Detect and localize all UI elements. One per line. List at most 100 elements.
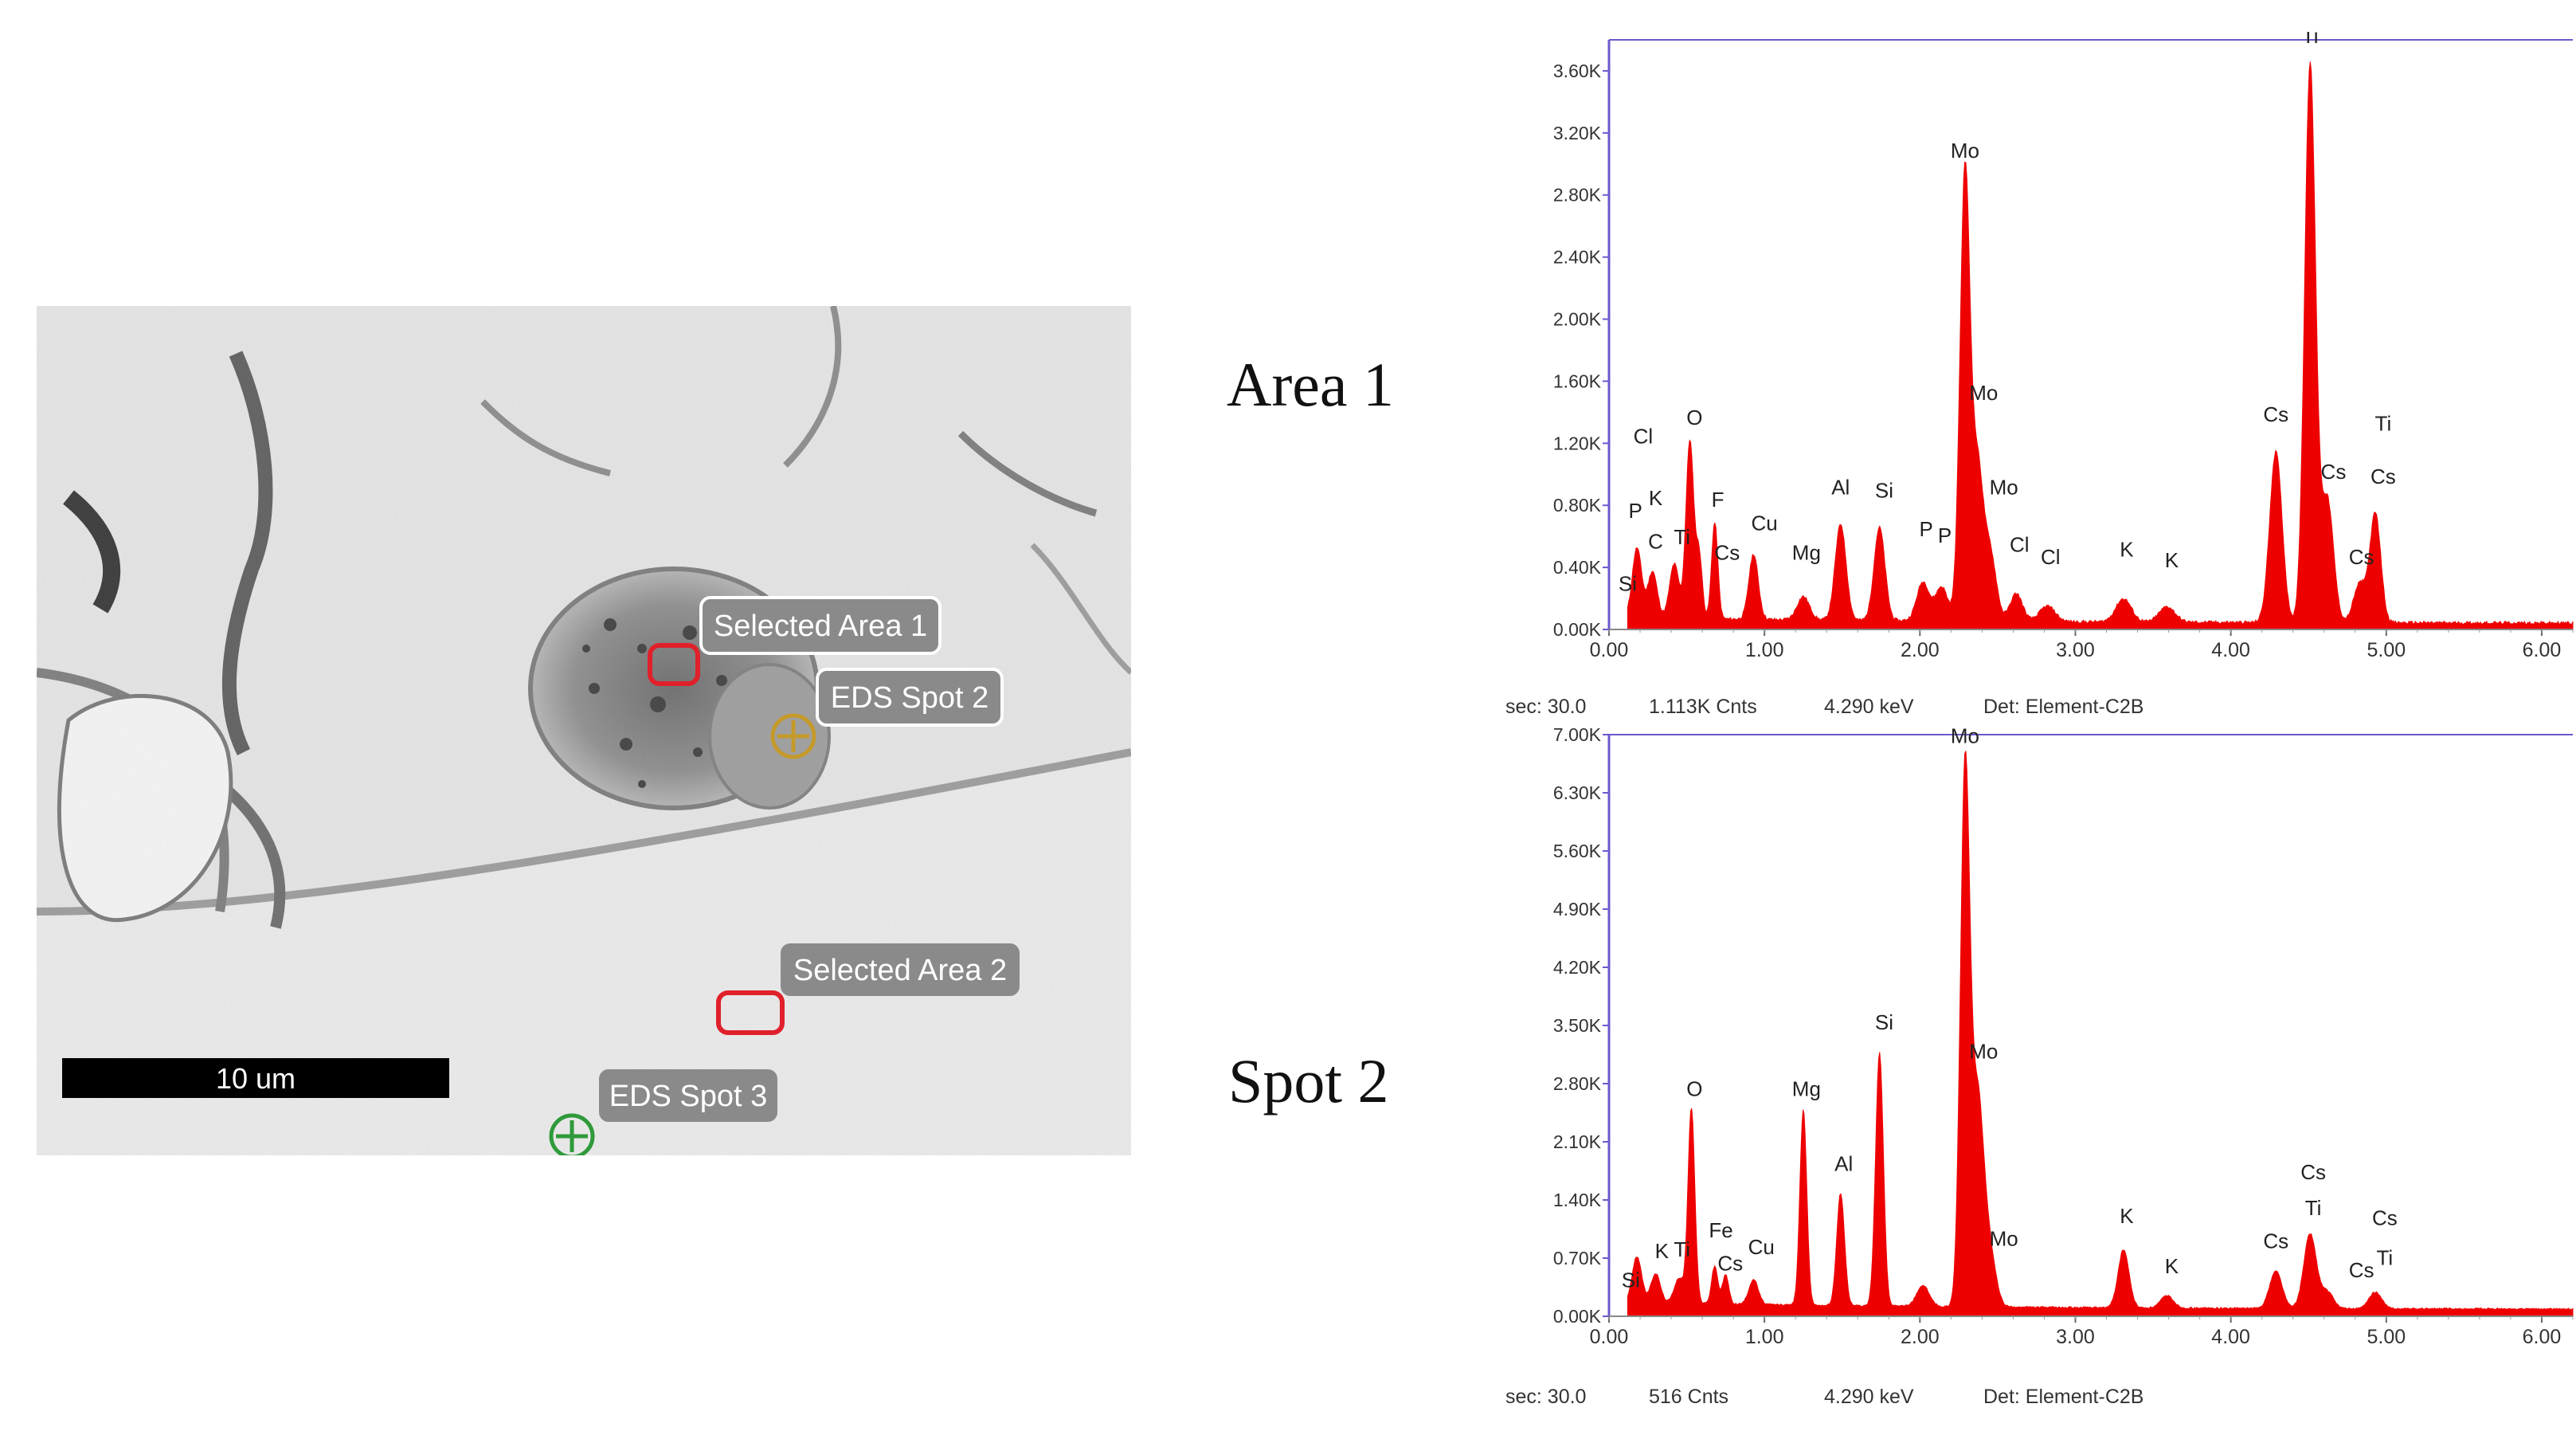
tag-eds-spot-2: EDS Spot 2 [816, 668, 1004, 727]
svg-text:Selected Area 2: Selected Area 2 [793, 954, 1007, 987]
selected-area-1-marker[interactable] [648, 643, 700, 686]
x-tick-label: 2.00 [1901, 639, 1940, 661]
tag-selected-area-2: Selected Area 2 [781, 943, 1020, 996]
peak-label: Cu [1748, 1235, 1775, 1259]
peak-label: Mg [1792, 540, 1821, 564]
x-tick-label: 1.00 [1745, 639, 1784, 661]
peak-label: Cs [2263, 1229, 2288, 1253]
peak-label: Cs [1714, 540, 1740, 564]
spectrum-spot-2: 0.00K 0.70K 1.40K 2.10K 2.80K 3.50K 4.20K 4.90K… [1505, 727, 2576, 1412]
peak-label: Cs [2300, 1160, 2326, 1184]
sem-image: Selected Area 1 EDS Spot 2 Selected Area… [37, 306, 1131, 1155]
scale-bar: 10 um [62, 1058, 449, 1098]
x-tick-label: 5.00 [2367, 639, 2406, 661]
peak-label: Si [1875, 478, 1893, 502]
x-tick-label: 3.00 [2056, 1326, 2095, 1348]
y-tick-label: 0.80K [1553, 495, 1602, 516]
peak-label: K [2120, 1204, 2134, 1228]
peak-label: Cs [2370, 465, 2396, 488]
peak-label: Mo [1990, 1226, 2018, 1250]
status-counts: 516 Cnts [1649, 1386, 1729, 1408]
y-tick-label: 0.40K [1553, 557, 1602, 578]
y-tick-label: 6.30K [1553, 782, 1602, 803]
spectrum-spot-2-plot: 0.00K0.70K1.40K2.10K2.80K3.50K4.20K4.90K… [1553, 727, 2574, 1348]
eds-spot-2-marker[interactable] [770, 713, 816, 759]
tag-selected-area-1: Selected Area 1 [699, 596, 942, 655]
x-tick-label: 3.00 [2056, 639, 2095, 661]
peak-label: Cs [2349, 1258, 2374, 1282]
peak-label: Mo [1951, 139, 1979, 163]
peak-label: O [1686, 1077, 1702, 1101]
peak-label: Al [1834, 1152, 1853, 1176]
x-tick-label: 2.00 [1901, 1326, 1940, 1348]
spectrum-area-1: 0.00K 0.40K 0.80K 1.20K 1.60K 2.00K 2.40K 2.80K… [1505, 32, 2576, 718]
peak-label: Cl [2010, 533, 2030, 557]
area-1-label: Area 1 [1227, 350, 1395, 419]
peak-label: Cl [1634, 424, 1654, 448]
x-tick-label: 5.00 [2367, 1326, 2406, 1348]
peak-label: Al [1831, 476, 1850, 500]
status-live-time: sec: 30.0 [1505, 1386, 1587, 1408]
y-tick-label: 0.00K [1553, 1306, 1602, 1327]
status-counts: 1.113K Cnts [1649, 696, 1757, 718]
peak-label: Cs [2349, 545, 2374, 569]
y-tick-label: 5.60K [1553, 841, 1602, 861]
peak-label: K [2165, 1254, 2179, 1278]
peak-label: Si [1875, 1010, 1893, 1034]
spot-2-label: Spot 2 [1228, 1046, 1389, 1116]
status-energy: 4.290 keV [1824, 1386, 1914, 1408]
status-live-time: sec: 30.0 [1505, 696, 1587, 718]
y-tick-label: 3.60K [1553, 61, 1602, 81]
y-tick-label: 4.90K [1553, 899, 1602, 919]
svg-text:EDS Spot 3: EDS Spot 3 [609, 1080, 768, 1113]
peak-label: Mo [1969, 381, 1998, 405]
peak-label: P [1629, 499, 1642, 523]
peak-label: Mo [1990, 476, 2018, 500]
y-tick-label: 4.20K [1553, 957, 1602, 978]
x-tick-label: 4.00 [2211, 639, 2250, 661]
tag-eds-spot-3: EDS Spot 3 [599, 1069, 777, 1122]
y-tick-label: 3.50K [1553, 1015, 1602, 1036]
peak-label: Ti [2375, 412, 2392, 436]
peak-label: K [2120, 537, 2134, 561]
y-tick-label: 2.00K [1553, 309, 1602, 330]
y-tick-label: 1.60K [1553, 371, 1602, 391]
scale-bar-label: 10 um [216, 1062, 296, 1095]
peak-label: Cs [1717, 1252, 1743, 1276]
x-tick-label: 6.00 [2523, 639, 2562, 661]
y-tick-label: 2.80K [1553, 1073, 1602, 1094]
y-tick-label: 7.00K [1553, 727, 1602, 745]
y-tick-label: 2.80K [1553, 185, 1602, 206]
x-tick-label: 0.00 [1590, 639, 1629, 661]
peak-label: C [1648, 530, 1663, 554]
spectrum-area [1627, 61, 2574, 630]
peak-label: Ti [1674, 1237, 1690, 1261]
peak-label: Si [1619, 571, 1637, 595]
peak-label: F [1712, 488, 1725, 512]
svg-text:EDS Spot 2: EDS Spot 2 [831, 681, 989, 715]
x-tick-label: 1.00 [1745, 1326, 1784, 1348]
status-detector: Det: Element-C2B [1983, 696, 2144, 718]
peak-label: K [2165, 548, 2179, 572]
x-tick-label: 6.00 [2523, 1326, 2562, 1348]
peak-label: P [1938, 523, 1952, 547]
x-tick-label: 4.00 [2211, 1326, 2250, 1348]
y-tick-label: 1.40K [1553, 1190, 1602, 1210]
y-tick-label: 2.40K [1553, 247, 1602, 268]
peak-label: K [1655, 1239, 1670, 1263]
y-tick-label: 1.20K [1553, 433, 1602, 453]
peak-label: Cu [1752, 511, 1778, 535]
y-tick-label: 3.20K [1553, 123, 1602, 143]
peak-label: Ti [2305, 1196, 2322, 1220]
peak-label: K [1649, 486, 1663, 510]
spectrum-area-1-plot: 0.00K0.40K0.80K1.20K1.60K2.00K2.40K2.80K… [1553, 32, 2574, 661]
status-energy: 4.290 keV [1824, 696, 1914, 718]
peak-label: O [1686, 406, 1702, 429]
eds-spot-3-marker[interactable] [549, 1113, 595, 1155]
selected-area-2-marker[interactable] [716, 990, 785, 1035]
peak-label: Mg [1792, 1077, 1821, 1101]
status-detector: Det: Element-C2B [1983, 1386, 2144, 1408]
y-tick-label: 2.10K [1553, 1131, 1602, 1152]
svg-text:Selected Area 1: Selected Area 1 [714, 610, 927, 643]
peak-label: Ti [2377, 1245, 2394, 1269]
